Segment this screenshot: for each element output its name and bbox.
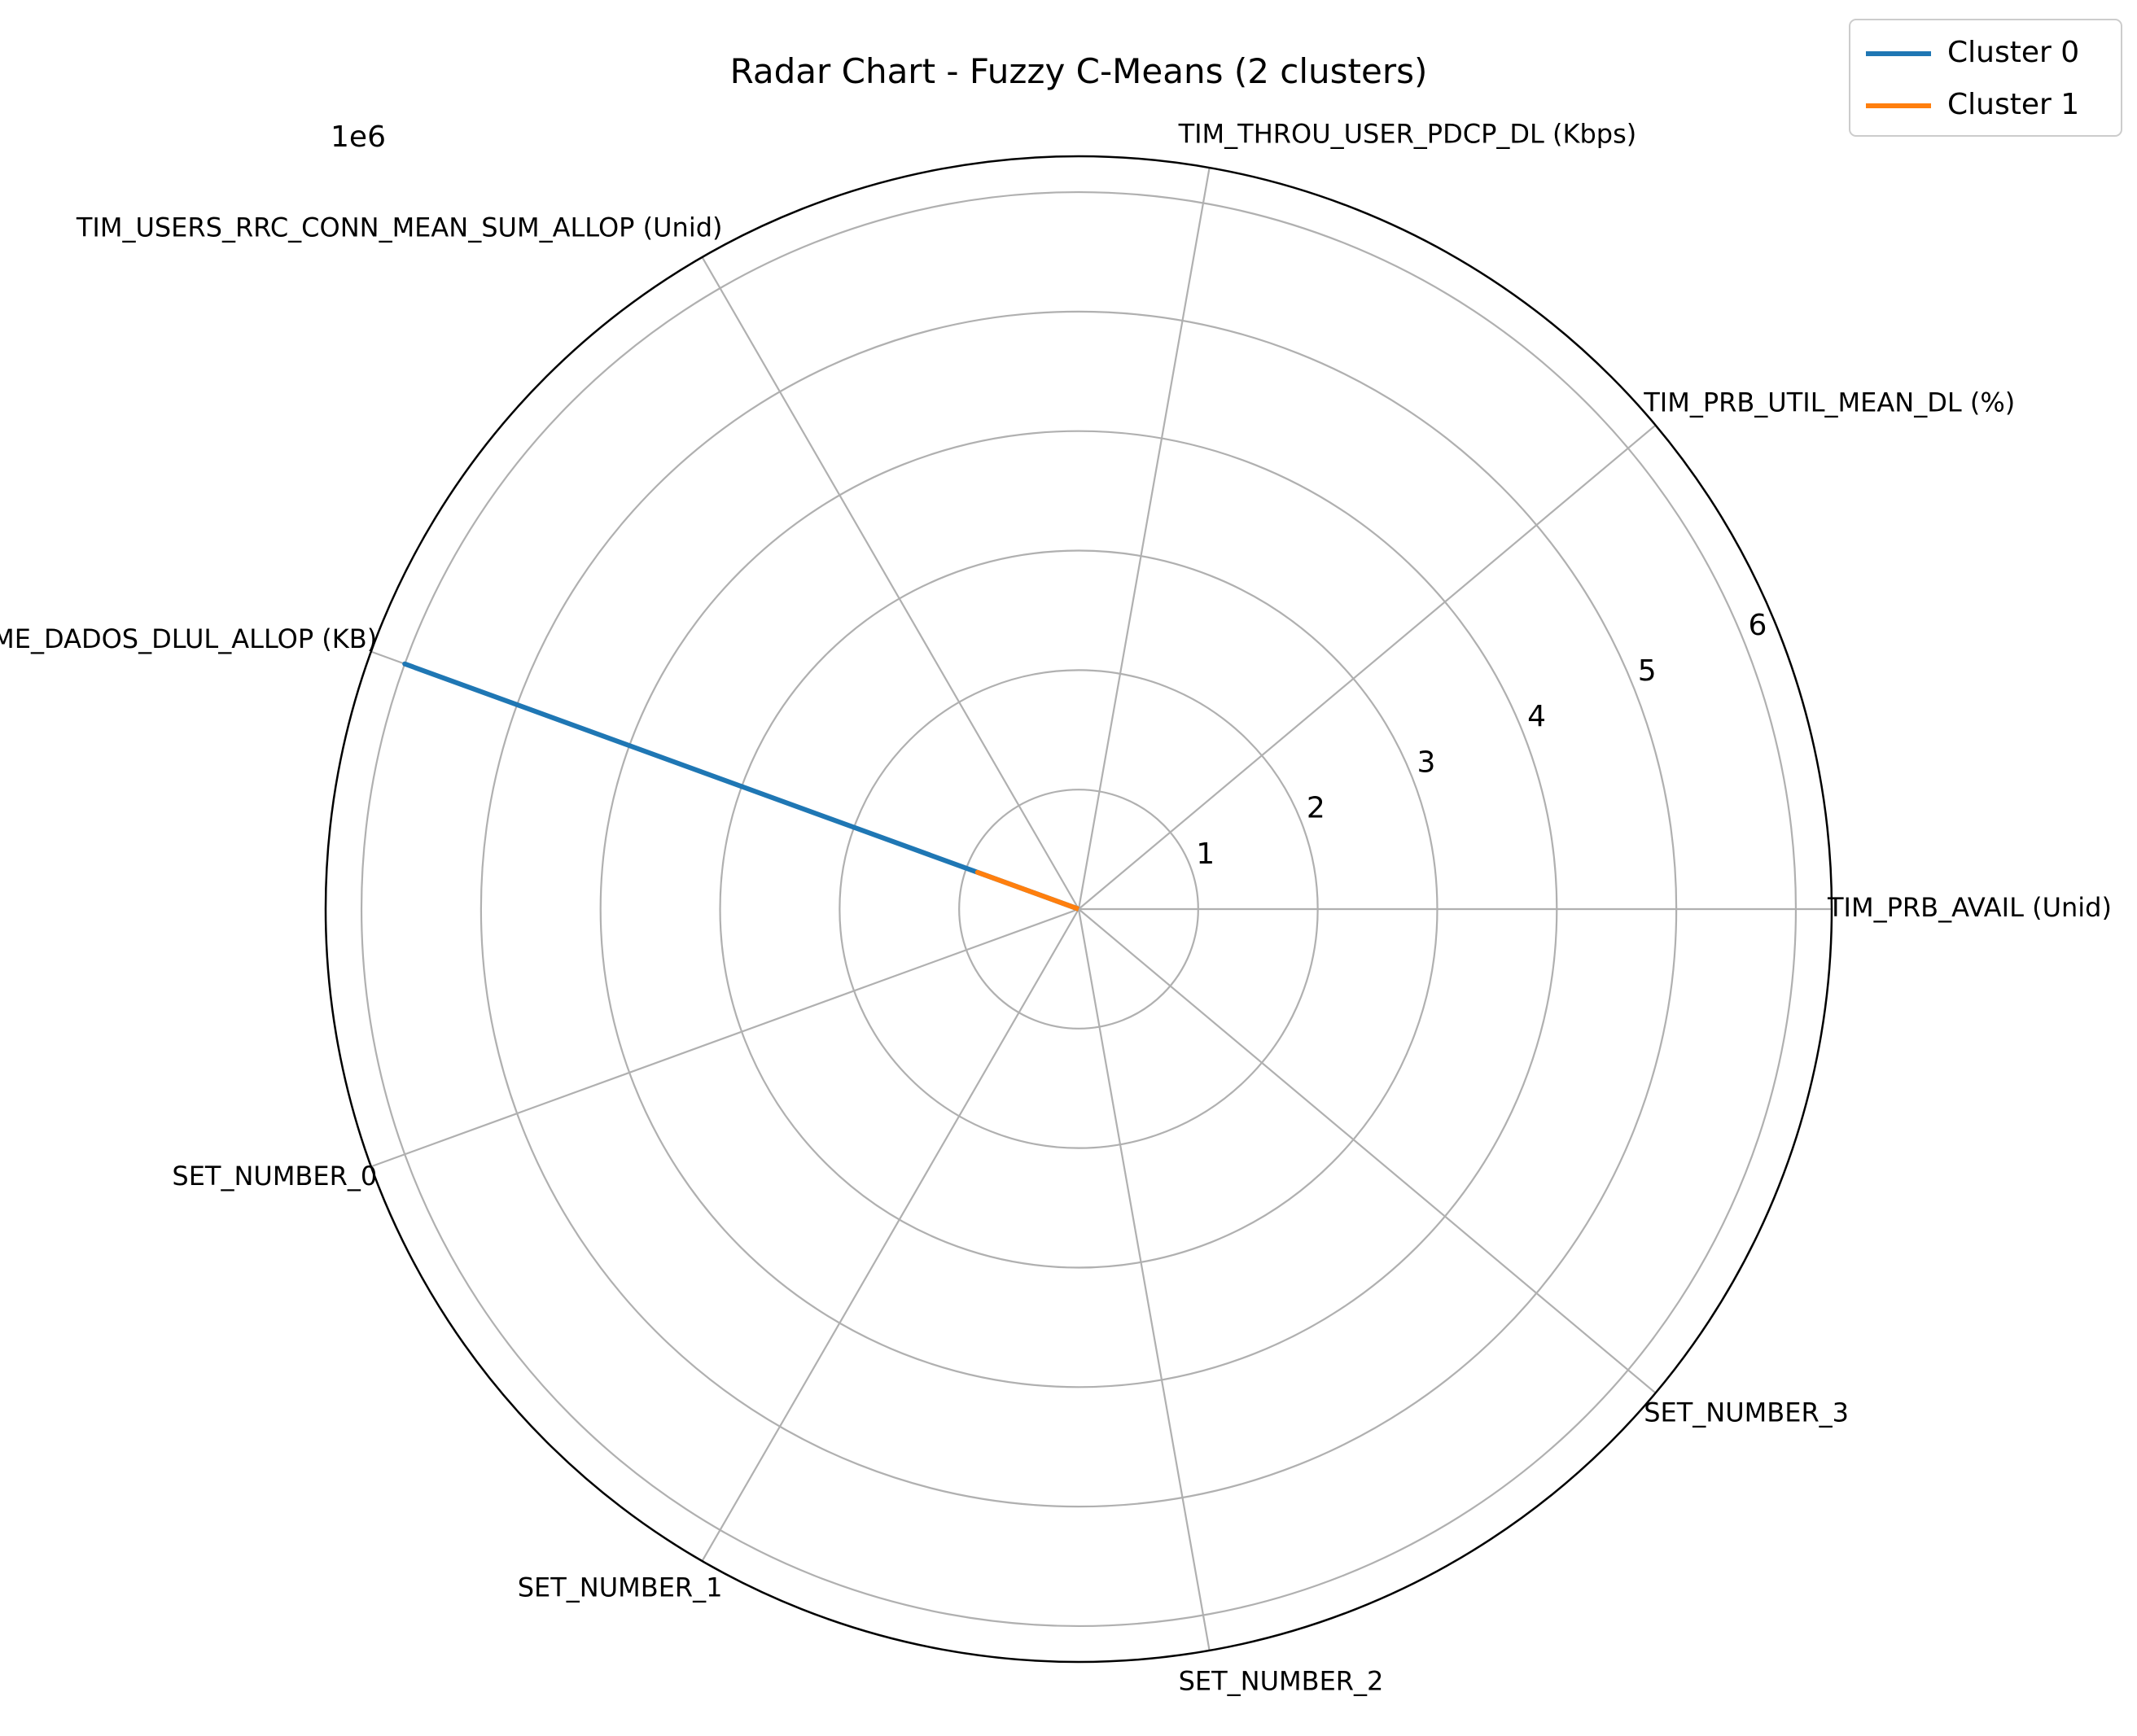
category-label: SET_NUMBER_1 bbox=[518, 1572, 723, 1603]
series-line bbox=[402, 661, 1080, 912]
category-label: TIM_THROU_USER_PDCP_DL (Kbps) bbox=[1178, 119, 1637, 150]
series-line bbox=[974, 869, 1080, 912]
category-label: SET_NUMBER_0 bbox=[172, 1161, 377, 1192]
radial-tick-label: 3 bbox=[1417, 746, 1435, 779]
axis-labels: 1 2 3 4 5 6 TIM_PRB_AVAIL (Unid) TIM_PRB_UTIL_M… bbox=[0, 119, 2112, 1697]
axis-spoke bbox=[1078, 424, 1657, 910]
category-label: TIM_USERS_RRC_CONN_MEAN_SUM_ALLOP (Unid) bbox=[76, 212, 723, 243]
legend-label: Cluster 1 bbox=[1947, 88, 2079, 121]
category-label: SET_NUMBER_3 bbox=[1644, 1397, 1849, 1428]
chart-title: Radar Chart - Fuzzy C-Means (2 clusters) bbox=[730, 51, 1428, 91]
axis-spoke bbox=[701, 256, 1079, 910]
category-label: TIM_PRB_UTIL_MEAN_DL (%) bbox=[1643, 387, 2015, 418]
legend-label: Cluster 0 bbox=[1947, 36, 2079, 69]
radial-tick-label: 4 bbox=[1527, 700, 1546, 733]
axis-spoke bbox=[1077, 908, 1211, 1651]
axis-spoke bbox=[701, 908, 1079, 1562]
legend: Cluster 0 Cluster 1 bbox=[1849, 19, 2122, 137]
category-label: TIM_PRB_AVAIL (Unid) bbox=[1827, 892, 2112, 923]
radial-tick-label: 5 bbox=[1638, 654, 1657, 688]
category-label: TIM_VOLUME_DADOS_DLUL_ALLOP (KB) bbox=[0, 623, 377, 654]
radial-tick-label: 1 bbox=[1196, 837, 1215, 871]
radial-tick-label: 6 bbox=[1748, 609, 1767, 642]
axis-spoke bbox=[370, 907, 1079, 1168]
polar-frame bbox=[324, 155, 1833, 1664]
category-label: SET_NUMBER_2 bbox=[1179, 1665, 1384, 1696]
radial-offset-text: 1e6 bbox=[331, 120, 386, 154]
radial-tick-label: 2 bbox=[1307, 792, 1325, 825]
series-lines bbox=[402, 661, 1080, 912]
axis-spoke bbox=[1077, 167, 1211, 910]
axis-spoke bbox=[1078, 908, 1657, 1394]
